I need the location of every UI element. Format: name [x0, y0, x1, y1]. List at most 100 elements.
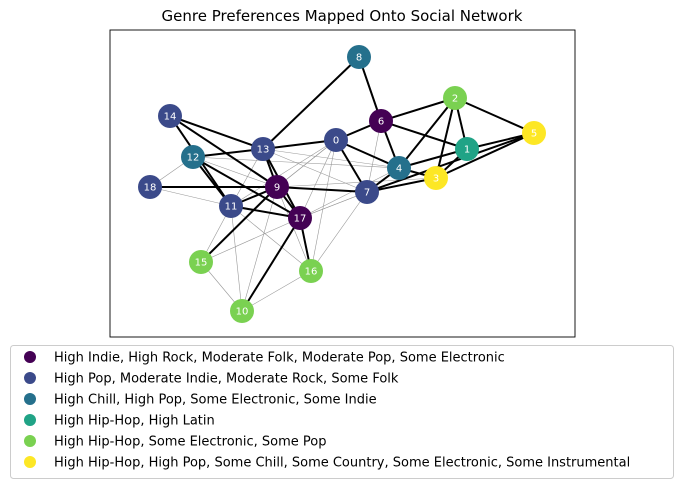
node-15: 15 [189, 250, 213, 274]
edge-strong-9-7 [276, 186, 368, 193]
node-circle [158, 104, 182, 128]
node-circle [324, 128, 348, 152]
edge-strong-7-5 [366, 132, 535, 193]
node-label: 18 [144, 183, 157, 194]
legend-label: High Hip-Hop, Some Electronic, Some Pop [54, 435, 327, 450]
node-12: 12 [181, 145, 205, 169]
node-7: 7 [355, 180, 379, 204]
node-circle [138, 175, 162, 199]
node-13: 13 [251, 137, 275, 161]
edge-weak-9-0 [276, 139, 337, 188]
legend-marker [24, 372, 36, 384]
node-2: 2 [443, 86, 467, 110]
node-label: 5 [531, 129, 537, 140]
node-label: 10 [236, 307, 249, 318]
node-14: 14 [158, 104, 182, 128]
node-label: 6 [378, 117, 384, 128]
node-label: 11 [225, 202, 238, 213]
node-label: 9 [274, 183, 280, 194]
edge-weak-12-9 [192, 156, 278, 188]
edge-strong-2-4 [398, 97, 456, 169]
node-label: 4 [396, 164, 402, 175]
edge-strong-2-3 [435, 97, 456, 179]
figure-title: Genre Preferences Mapped Onto Social Net… [162, 7, 523, 25]
legend-label: High Indie, High Rock, Moderate Folk, Mo… [54, 351, 505, 366]
edge-weak-16-10 [241, 270, 312, 312]
node-10: 10 [230, 299, 254, 323]
plot-frame [109, 29, 576, 338]
node-6: 6 [369, 109, 393, 133]
edge-weak-11-16 [230, 205, 312, 272]
edge-strong-8-13 [262, 56, 360, 150]
legend-frame [10, 345, 674, 479]
node-circle [299, 259, 323, 283]
edge-weak-0-17 [299, 139, 337, 219]
node-label: 12 [187, 153, 200, 164]
node-3: 3 [424, 166, 448, 190]
edge-weak-13-7 [262, 148, 368, 193]
node-circle [181, 145, 205, 169]
legend-marker [24, 435, 36, 447]
node-circle [355, 180, 379, 204]
legend-item: High Pop, Moderate Indie, Moderate Rock,… [24, 372, 399, 387]
legend-item: High Hip-Hop, High Pop, Some Chill, Some… [24, 456, 630, 471]
legend-item: High Hip-Hop, High Latin [24, 414, 215, 429]
edge-strong-14-9 [169, 115, 278, 188]
node-label: 14 [164, 112, 177, 123]
edge-weak-9-3 [276, 177, 437, 188]
node-circle [387, 156, 411, 180]
legend-item: High Chill, High Pop, Some Electronic, S… [24, 393, 377, 408]
node-18: 18 [138, 175, 162, 199]
node-17: 17 [288, 206, 312, 230]
legend-marker [24, 456, 36, 468]
legend-label: High Chill, High Pop, Some Electronic, S… [54, 393, 377, 408]
node-circle [251, 137, 275, 161]
node-label: 2 [452, 94, 458, 105]
edge-strong-9-15 [200, 186, 278, 263]
node-circle [424, 166, 448, 190]
node-circle [347, 45, 371, 69]
edge-strong-2-5 [454, 97, 535, 134]
node-label: 8 [356, 53, 362, 64]
node-circle [522, 121, 546, 145]
node-label: 16 [305, 267, 318, 278]
edge-weak-17-15 [200, 217, 301, 263]
legend-marker [24, 414, 36, 426]
edge-weak-4-17 [299, 167, 400, 219]
node-5: 5 [522, 121, 546, 145]
edge-weak-9-10 [241, 186, 278, 312]
node-label: 15 [195, 258, 208, 269]
node-label: 3 [433, 174, 439, 185]
edge-weak-13-4 [262, 148, 400, 169]
edge-weak-18-11 [149, 186, 232, 207]
edge-strong-3-5 [435, 132, 535, 179]
node-circle [230, 299, 254, 323]
legend-item: High Indie, High Rock, Moderate Folk, Mo… [24, 351, 505, 366]
legend-item: High Hip-Hop, Some Electronic, Some Pop [24, 435, 327, 450]
strong-edges [150, 56, 535, 312]
node-1: 1 [455, 137, 479, 161]
legend-label: High Hip-Hop, High Pop, Some Chill, Some… [54, 456, 630, 471]
edge-strong-14-13 [169, 115, 264, 150]
legend-marker [24, 351, 36, 363]
node-label: 0 [333, 136, 339, 147]
edge-strong-6-1 [380, 120, 468, 150]
node-circle [288, 206, 312, 230]
node-circle [219, 194, 243, 218]
legend-label: High Pop, Moderate Indie, Moderate Rock,… [54, 372, 399, 387]
node-16: 16 [299, 259, 323, 283]
node-label: 13 [257, 145, 270, 156]
node-11: 11 [219, 194, 243, 218]
node-circle [455, 137, 479, 161]
edge-weak-11-10 [230, 205, 243, 312]
legend-marker [24, 393, 36, 405]
node-circle [189, 250, 213, 274]
edge-strong-0-13 [262, 139, 337, 150]
legend: High Indie, High Rock, Moderate Folk, Mo… [10, 345, 674, 479]
node-0: 0 [324, 128, 348, 152]
node-label: 17 [294, 214, 307, 225]
edge-strong-17-10 [241, 217, 301, 312]
node-label: 7 [364, 188, 370, 199]
